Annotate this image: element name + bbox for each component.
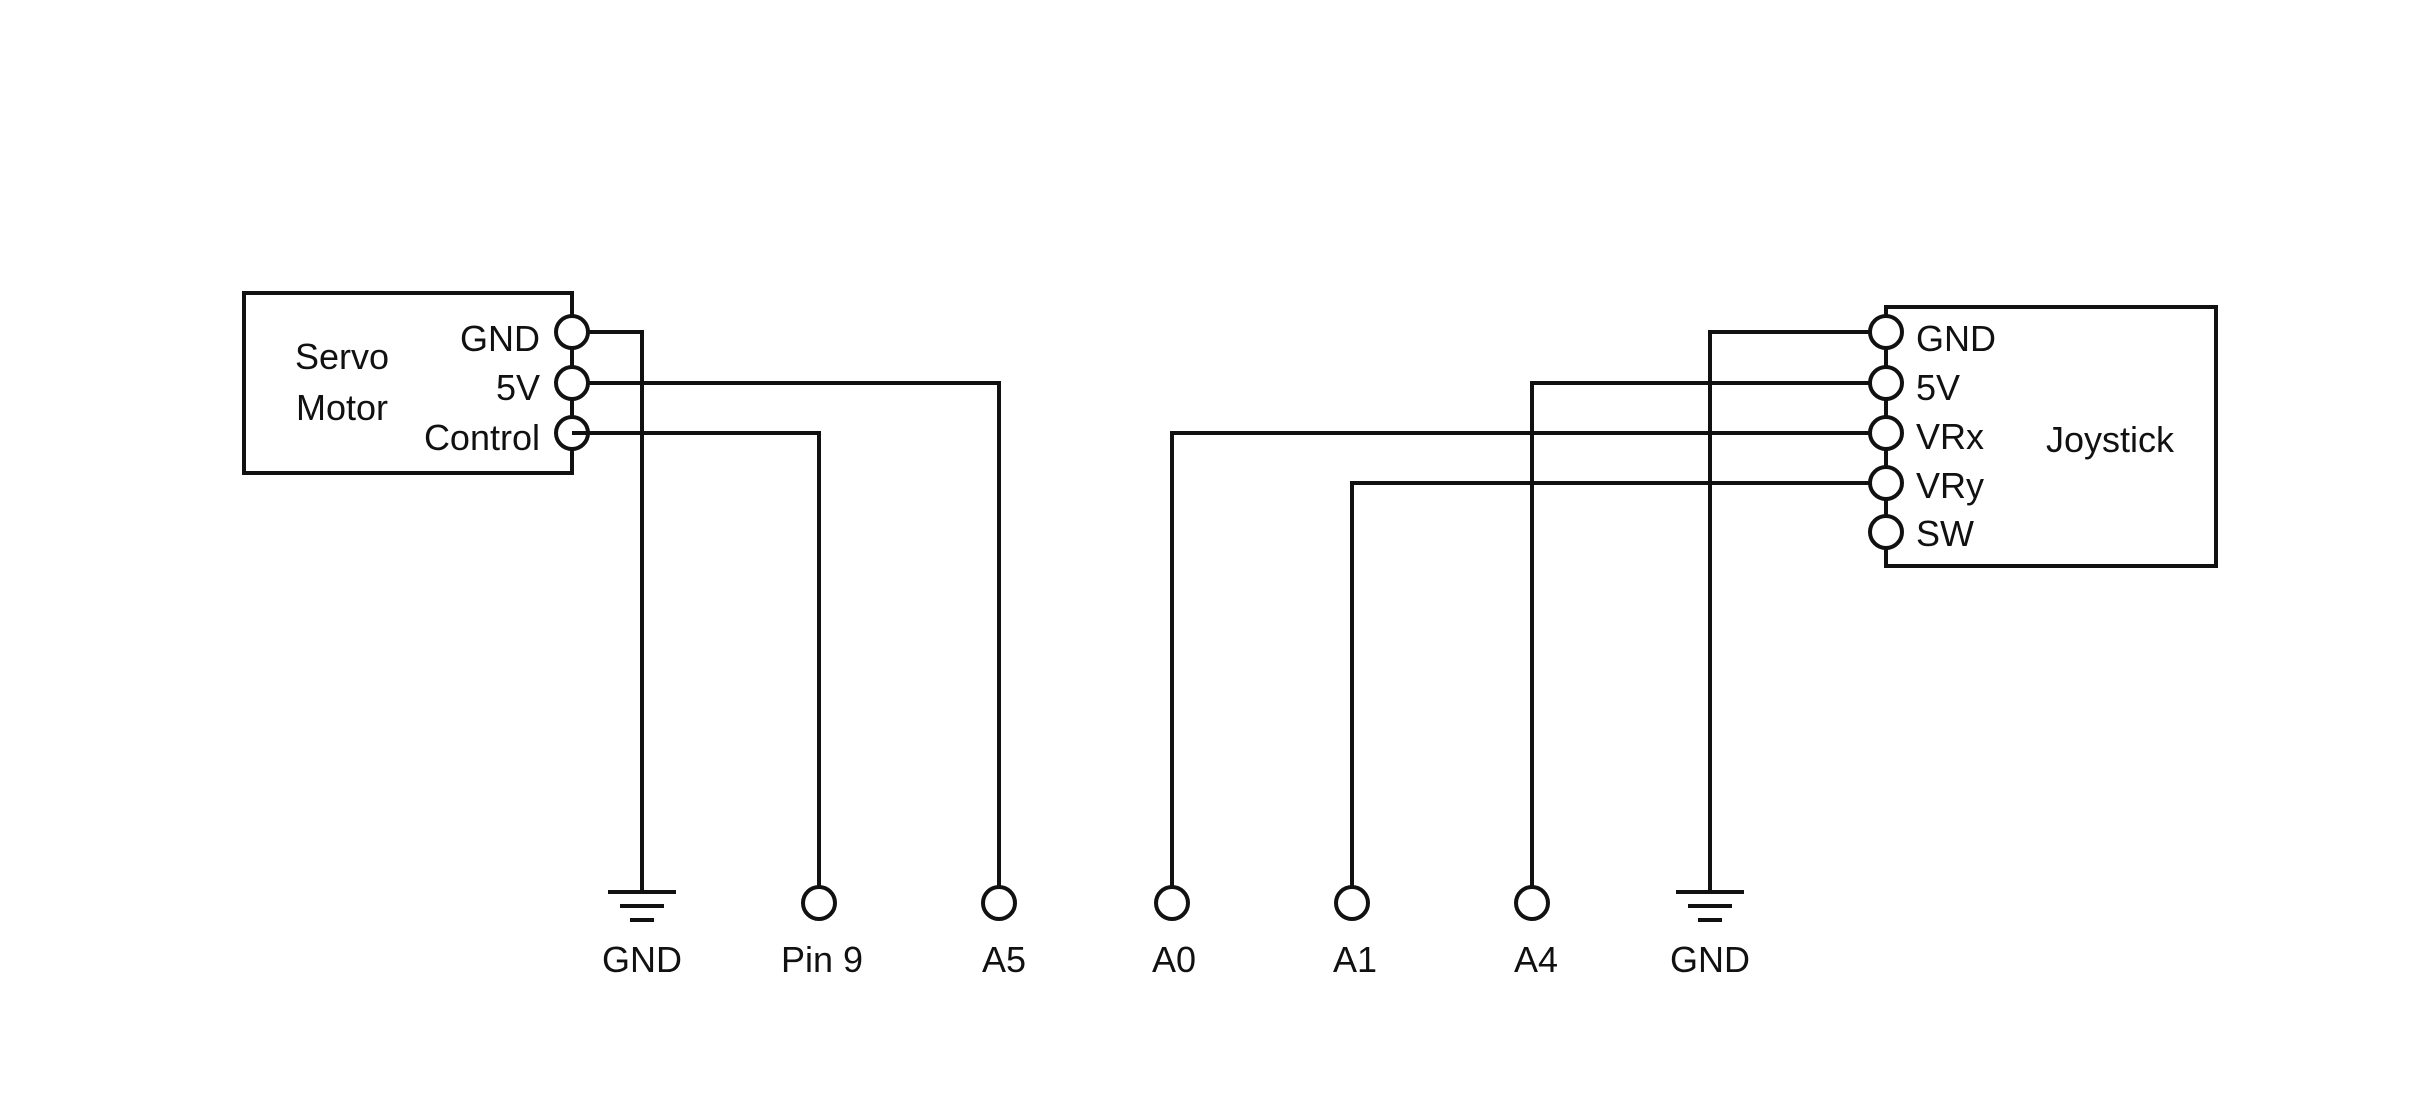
wire-joystick-gnd [1708,330,1869,892]
servo-pin-label-5v: 5V [496,367,540,408]
joystick-pin-vry [1868,465,1904,501]
board-label-gnd-right: GND [1670,939,1750,980]
joystick-pin-label-sw: SW [1916,513,1974,554]
joystick-pin-5v [1868,365,1904,401]
module-pins [554,314,1904,550]
joystick-pin-label-vry: VRy [1916,465,1984,506]
wire-joystick-vrx [1170,431,1869,886]
board-label-a1: A1 [1333,939,1377,980]
board-terminals [801,885,1550,921]
wire-servo-control [572,431,821,886]
board-label-a4: A4 [1514,939,1558,980]
ground-symbol-right [1676,890,1744,922]
servo-title-line2: Motor [296,387,388,428]
servo-pin-label-gnd: GND [460,318,540,359]
servo-motor-module: Servo Motor GND 5V Control [242,291,574,475]
wire-joystick-5v [1530,381,1869,886]
joystick-module: Joystick GND 5V VRx VRy SW [1884,305,2218,568]
servo-pin-5v [554,365,590,401]
wire-servo-5v [589,381,1001,886]
board-label-pin-9: Pin 9 [781,939,863,980]
terminal-a5 [981,885,1017,921]
servo-title-line1: Servo [295,336,389,377]
joystick-pin-sw [1868,514,1904,550]
terminal-a1 [1334,885,1370,921]
joystick-pin-vrx [1868,415,1904,451]
joystick-title: Joystick [2046,419,2175,460]
servo-pin-gnd [554,314,590,350]
joystick-pin-label-5v: 5V [1916,367,1960,408]
board-label-a5: A5 [982,939,1026,980]
servo-pin-label-control: Control [424,417,540,458]
terminal-a4 [1514,885,1550,921]
board-labels: GND Pin 9 A5 A0 A1 A4 GND [602,939,1750,980]
wire-servo-gnd [589,330,644,892]
joystick-pin-label-vrx: VRx [1916,416,1984,457]
wires [572,330,1869,892]
joystick-pin-gnd [1868,314,1904,350]
board-label-a0: A0 [1152,939,1196,980]
board-label-gnd-left: GND [602,939,682,980]
terminal-pin-9 [801,885,837,921]
ground-symbol-left [608,890,676,922]
terminal-a0 [1154,885,1190,921]
joystick-pin-label-gnd: GND [1916,318,1996,359]
wire-joystick-vry [1350,481,1869,886]
